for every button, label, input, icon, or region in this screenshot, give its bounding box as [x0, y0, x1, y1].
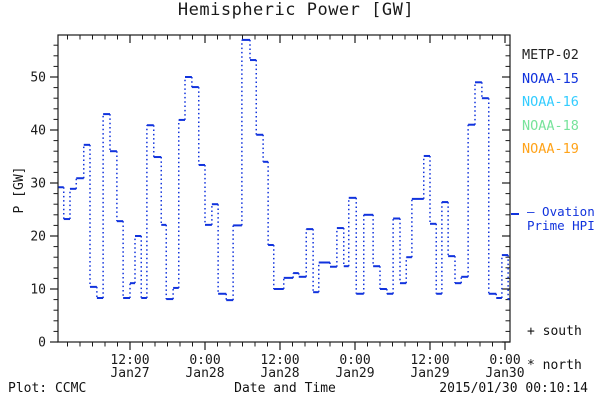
- north-symbol-label: * north: [527, 358, 582, 373]
- south-symbol-label: + south: [527, 324, 582, 339]
- legend-item-noaa-15: NOAA-15: [522, 70, 579, 87]
- legend-item-noaa-18: NOAA-18: [522, 117, 579, 134]
- y-tick-label: 10: [30, 283, 46, 298]
- model-legend-line1: — Ovation: [527, 204, 595, 219]
- x-tick-date-label: Jan30: [485, 366, 524, 381]
- x-axis-title: Date and Time: [234, 381, 336, 396]
- x-tick-time-label: 0:00: [339, 353, 370, 368]
- model-legend-label: — Ovation Prime HPI: [527, 205, 599, 233]
- x-tick-date-label: Jan27: [110, 366, 149, 381]
- y-tick-label: 40: [30, 124, 46, 139]
- x-tick-time-label: 12:00: [110, 353, 149, 368]
- y-tick-label: 0: [38, 336, 46, 351]
- legend-item-noaa-19: NOAA-19: [522, 141, 579, 157]
- plot-source-label: Plot: CCMC: [8, 381, 87, 396]
- x-tick-date-label: Jan29: [410, 366, 449, 381]
- legend-item-metp-02: METP-02: [522, 47, 579, 63]
- y-axis-label: P [GW]: [12, 166, 27, 214]
- plot-timestamp: 2015/01/30 00:10:14: [439, 381, 588, 396]
- x-tick-date-label: Jan29: [335, 366, 374, 381]
- chart-title: Hemispheric Power [GW]: [177, 0, 415, 20]
- y-tick-label: 50: [30, 71, 46, 86]
- model-legend-line2: Prime HPI: [527, 218, 595, 233]
- x-tick-time-label: 12:00: [260, 353, 299, 368]
- x-tick-time-label: 12:00: [410, 353, 449, 368]
- y-tick-label: 20: [30, 230, 46, 245]
- x-tick-time-label: 0:00: [189, 353, 220, 368]
- x-tick-time-label: 0:00: [489, 353, 520, 368]
- plot-frame: [57, 34, 511, 343]
- legend-item-noaa-16: NOAA-16: [522, 94, 579, 110]
- x-tick-date-label: Jan28: [260, 366, 299, 381]
- x-tick-date-label: Jan28: [185, 366, 224, 381]
- y-tick-label: 30: [30, 177, 46, 192]
